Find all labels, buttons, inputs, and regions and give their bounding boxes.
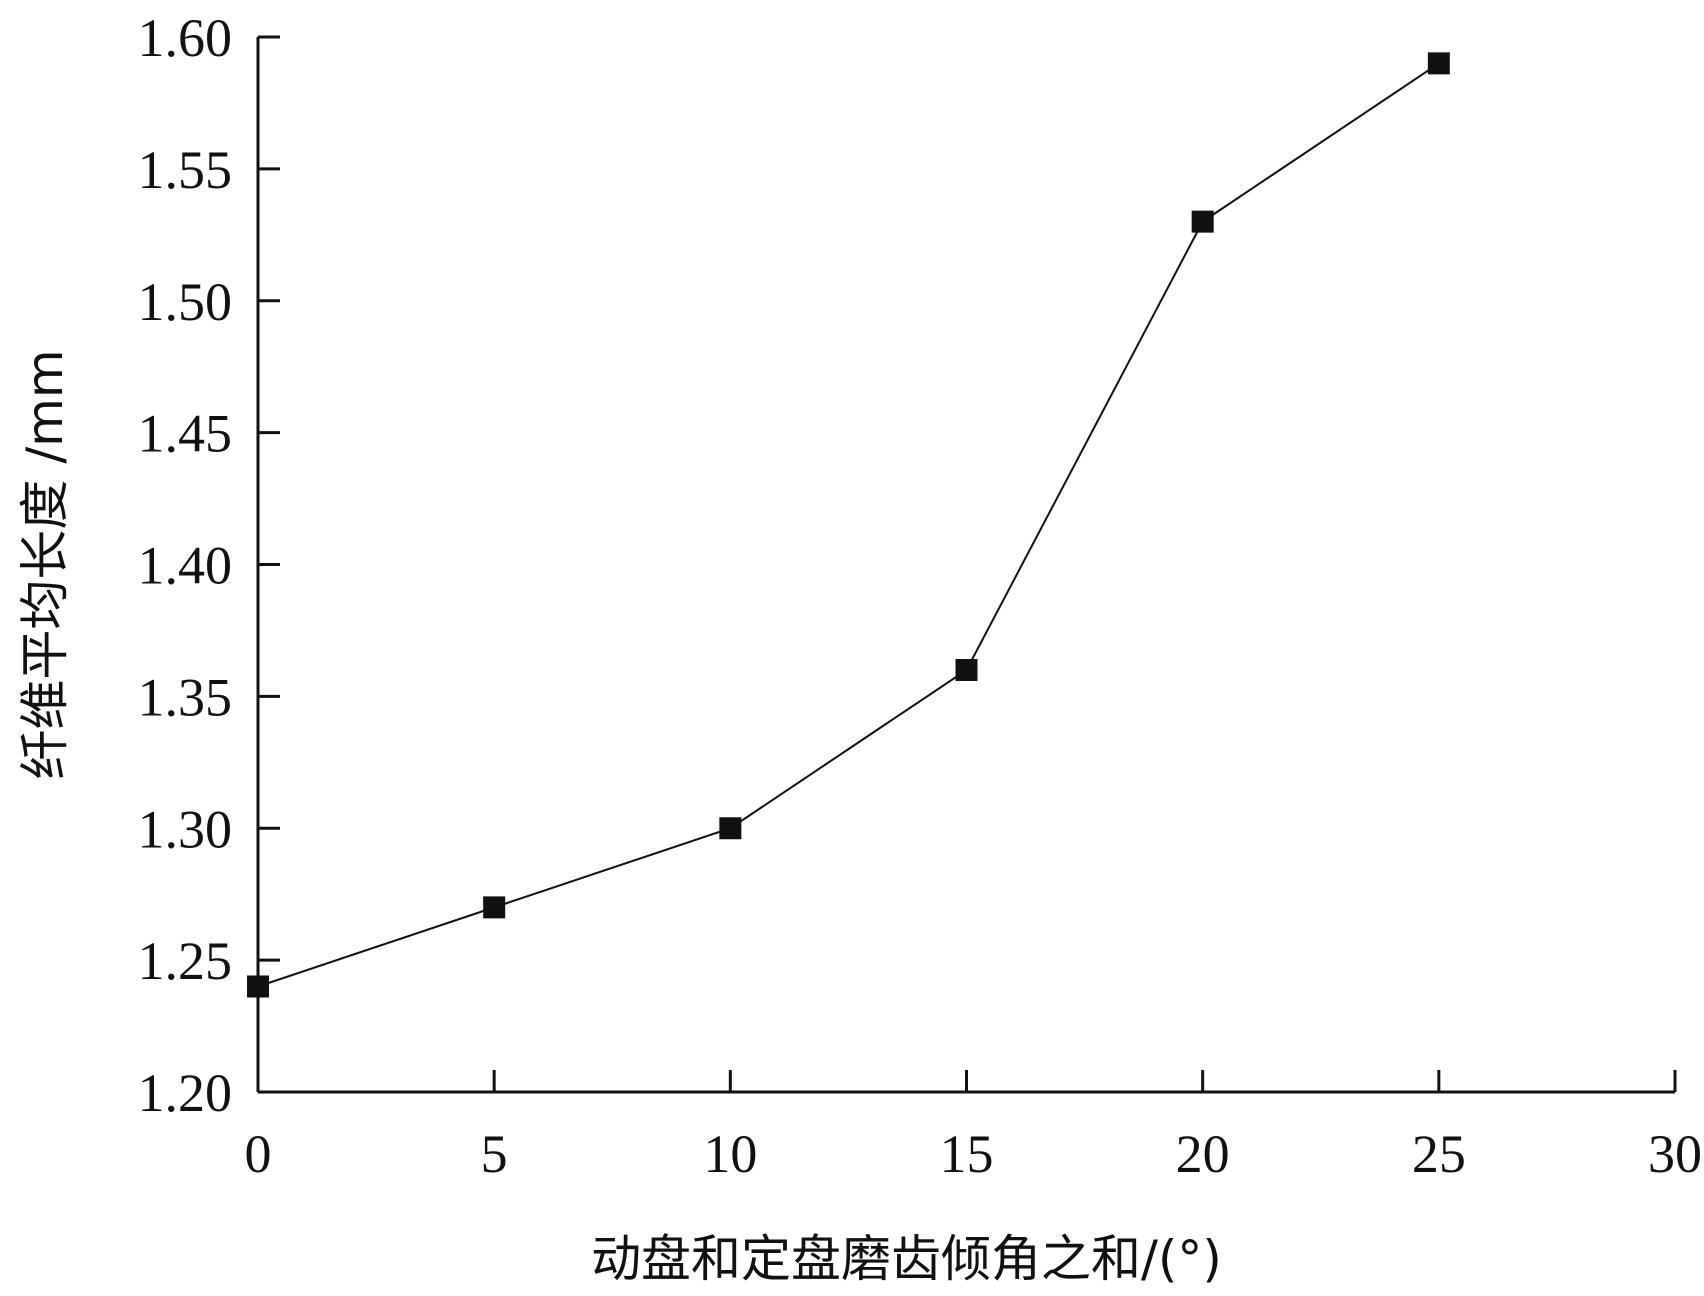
y-tick-label: 1.25 [138, 931, 233, 991]
y-tick-label: 1.55 [138, 140, 233, 200]
x-tick-label: 5 [481, 1124, 508, 1184]
data-point-marker [247, 975, 269, 998]
y-tick-label: 1.60 [138, 8, 233, 68]
x-tick-label: 10 [703, 1124, 757, 1184]
y-tick-label: 1.35 [138, 667, 233, 727]
series [247, 52, 1450, 998]
y-tick-label: 1.30 [138, 799, 233, 859]
x-tick-label: 0 [245, 1124, 272, 1184]
x-ticks: 0 5 10 15 20 25 30 [245, 1070, 1702, 1184]
x-axis-title: 动盘和定盘磨齿倾角之和/(°) [591, 1230, 1222, 1288]
y-tick-label: 1.50 [138, 272, 233, 332]
data-point-marker [1427, 52, 1450, 75]
y-tick-label: 1.45 [138, 404, 233, 464]
x-tick-label: 30 [1648, 1124, 1702, 1184]
data-point-marker [955, 659, 978, 681]
y-tick-label: 1.40 [138, 536, 233, 596]
x-tick-label: 20 [1176, 1124, 1230, 1184]
series-line [257, 62, 1440, 988]
x-tick-label: 25 [1412, 1124, 1466, 1184]
y-tick-label: 1.20 [138, 1063, 233, 1123]
y-axis-title: 纤维平均长度 /mm [16, 349, 74, 779]
data-point-marker [483, 896, 506, 919]
data-point-marker [719, 817, 742, 840]
y-ticks: 1.20 1.25 1.30 1.35 1.40 1.45 1.50 1.55 1.60 [138, 8, 280, 1123]
x-tick-label: 15 [940, 1124, 994, 1184]
axes [256, 37, 1675, 1094]
data-point-marker [1191, 210, 1214, 233]
